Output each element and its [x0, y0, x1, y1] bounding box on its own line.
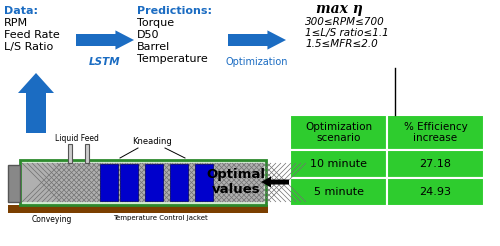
- Text: 300≤RPM≤700: 300≤RPM≤700: [305, 17, 385, 27]
- Text: Torque: Torque: [137, 18, 174, 28]
- Text: Optimization: Optimization: [226, 57, 288, 67]
- Text: Optimization
scenario: Optimization scenario: [305, 122, 372, 143]
- Text: Temperature Control Jacket: Temperature Control Jacket: [112, 215, 208, 221]
- FancyArrow shape: [261, 176, 289, 187]
- Text: Data:: Data:: [4, 6, 38, 16]
- Bar: [387, 115, 484, 150]
- Text: 1.5≤MFR≤2.0: 1.5≤MFR≤2.0: [305, 39, 378, 49]
- Bar: [387, 178, 484, 206]
- Text: max η: max η: [316, 2, 363, 16]
- Text: 10 minute: 10 minute: [310, 159, 367, 169]
- Text: Temperature: Temperature: [137, 54, 208, 64]
- Text: 24.93: 24.93: [420, 187, 452, 197]
- Bar: [290, 115, 387, 150]
- Text: Optimal
values: Optimal values: [206, 168, 266, 196]
- Bar: [195, 164, 213, 201]
- Text: LSTM: LSTM: [89, 57, 121, 67]
- Bar: [290, 178, 387, 206]
- Bar: [22, 163, 264, 202]
- Text: % Efficiency
increase: % Efficiency increase: [404, 122, 468, 143]
- FancyBboxPatch shape: [20, 160, 266, 205]
- Text: Conveying: Conveying: [32, 215, 72, 224]
- FancyArrow shape: [18, 73, 54, 133]
- Text: 5 minute: 5 minute: [314, 187, 364, 197]
- Text: Feed Rate: Feed Rate: [4, 30, 60, 40]
- Bar: [120, 164, 138, 201]
- Text: Kneading: Kneading: [132, 137, 172, 146]
- Bar: [8, 165, 20, 202]
- Bar: [290, 150, 387, 178]
- Text: 27.18: 27.18: [420, 159, 452, 169]
- Bar: [387, 150, 484, 178]
- FancyArrow shape: [228, 31, 286, 50]
- Text: L/S Ratio: L/S Ratio: [4, 42, 53, 52]
- FancyArrow shape: [76, 31, 134, 50]
- Text: Predictions:: Predictions:: [137, 6, 212, 16]
- Bar: [68, 144, 72, 163]
- Text: Liquid Feed: Liquid Feed: [55, 134, 99, 143]
- Bar: [8, 205, 268, 213]
- Bar: [145, 164, 163, 201]
- Text: 1≤L/S ratio≤1.1: 1≤L/S ratio≤1.1: [305, 28, 389, 38]
- Text: D50: D50: [137, 30, 160, 40]
- Bar: [100, 164, 118, 201]
- Text: RPM: RPM: [4, 18, 28, 28]
- Bar: [170, 164, 188, 201]
- Text: Barrel: Barrel: [137, 42, 170, 52]
- Bar: [85, 144, 89, 163]
